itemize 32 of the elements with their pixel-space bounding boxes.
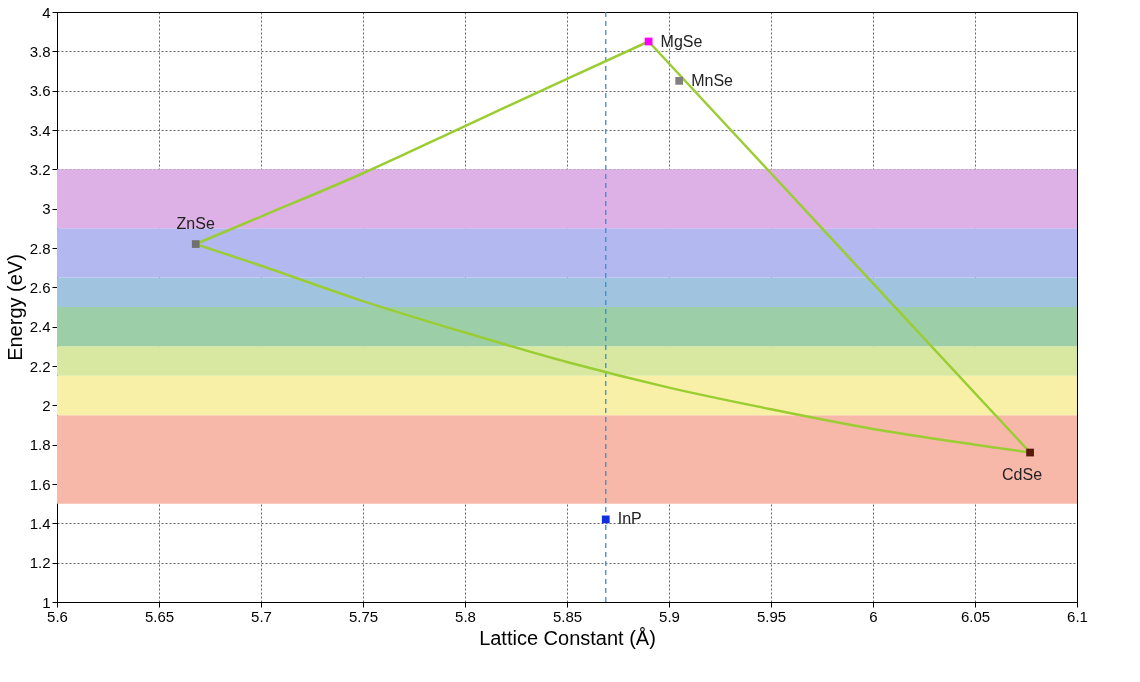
x-tick-label: 5.8 <box>455 607 476 625</box>
x-tick-label: 5.95 <box>756 607 787 625</box>
y-tick-label: 1.4 <box>29 514 51 532</box>
y-tick-label: 1.2 <box>29 554 51 572</box>
y-tick-label: 3.2 <box>29 160 51 178</box>
y-tick-label: 2 <box>42 396 51 414</box>
y-tick-label: 1.6 <box>29 475 51 493</box>
x-tick-label: 6.1 <box>1067 607 1088 625</box>
x-tick-label: 5.7 <box>251 607 272 625</box>
y-tick-label: 2.2 <box>29 357 51 375</box>
x-tick-label: 6.05 <box>960 607 991 625</box>
x-tick-label: 5.9 <box>659 607 680 625</box>
series-label: MgSe <box>660 32 703 50</box>
y-tick-label: 4 <box>42 3 51 21</box>
y-tick-label: 1.8 <box>29 436 51 454</box>
series-label: ZnSe <box>176 215 215 233</box>
y-tick-label: 2.4 <box>29 318 51 336</box>
x-tick-label: 5.75 <box>348 607 379 625</box>
y-tick-label: 2.8 <box>29 239 51 257</box>
series-label: InP <box>617 510 642 528</box>
y-tick-label: 2.6 <box>29 278 51 296</box>
y-axis-title: Energy (eV) <box>3 254 26 361</box>
series-label: CdSe <box>1002 465 1043 483</box>
y-tick-label: 3 <box>42 200 51 218</box>
x-tick-label: 6 <box>869 607 878 625</box>
x-tick-label: 5.85 <box>552 607 583 625</box>
y-tick-label: 3.4 <box>29 121 51 139</box>
y-tick-label: 3.6 <box>29 82 51 100</box>
series-label: MnSe <box>691 71 734 89</box>
x-axis-title: Lattice Constant (Å) <box>479 626 656 649</box>
y-tick-label: 3.8 <box>29 42 51 60</box>
x-tick-label: 5.65 <box>144 607 175 625</box>
